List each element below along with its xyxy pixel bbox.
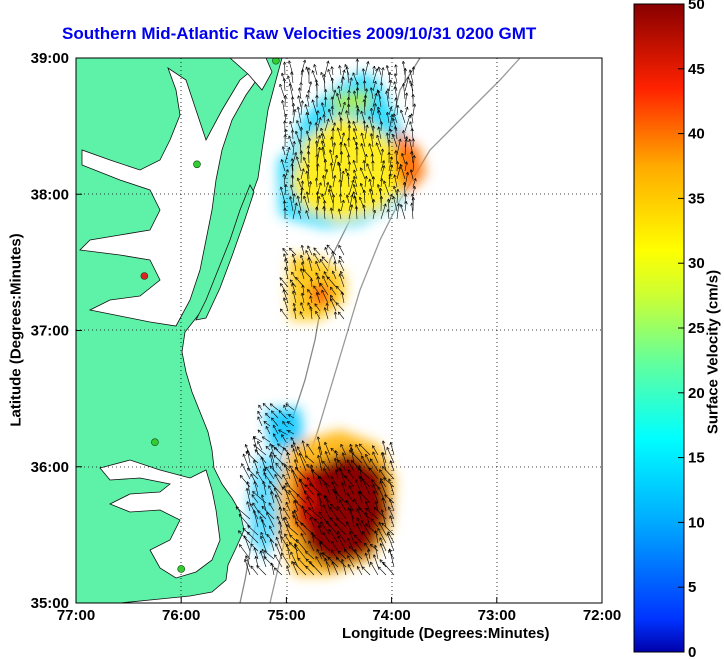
velocity-arrows [235,58,417,576]
x-axis: 77:00 76:00 75:00 74:00 73:00 72:00 [57,597,621,624]
colorbar-tick-label: 0 [688,644,696,659]
x-tick-label: 72:00 [583,607,621,624]
radar-station-marker [193,160,201,169]
pamlico-sound [99,459,221,579]
colorbar-tick-label: 30 [688,255,705,272]
colorbar-tick-label: 35 [688,190,705,207]
colorbar-tick-label: 20 [688,385,705,402]
colorbar-tick-label: 10 [688,514,705,531]
colorbar-tick-label: 5 [688,579,696,596]
map-title: Southern Mid-Atlantic Raw Velocities 200… [62,24,537,43]
x-tick-label: 73:00 [478,607,516,624]
radar-station-marker [272,58,280,65]
colorbar-tick-label: 15 [688,450,705,467]
y-axis-label: Latitude (Degrees:Minutes) [7,233,25,427]
colorbar-tick-label: 40 [688,126,705,143]
colorbar-axis: 0 5 10 15 20 25 30 35 40 45 50 [678,0,705,659]
eastern-shore [195,184,255,321]
colorbar [633,3,685,653]
radar-stations [140,58,280,573]
colorbar-label: Surface Velocity (cm/s) [704,269,722,435]
y-tick-label: 39:00 [31,50,69,67]
y-axis: 39:00 38:00 37:00 36:00 35:00 [31,50,82,612]
delaware-bay [229,58,273,91]
colorbar-tick-label: 25 [688,320,705,337]
colorbar-tick-label: 45 [688,61,705,78]
radar-station-marker [151,438,159,447]
map-area [76,58,602,603]
radar-station-marker [177,565,185,573]
y-tick-label: 37:00 [31,323,69,340]
y-tick-label: 38:00 [31,186,69,203]
x-tick-label: 76:00 [162,607,200,624]
x-tick-label: 74:00 [372,607,410,624]
x-tick-label: 75:00 [267,607,305,624]
x-axis-label: Longitude (Degrees:Minutes) [342,625,550,642]
map-grid [76,58,602,603]
y-tick-label: 35:00 [31,595,69,612]
radar-station-marker [140,272,149,280]
x-tick-label: 77:00 [57,607,95,624]
y-tick-label: 36:00 [31,459,69,476]
colorbar-tick-label: 50 [688,0,705,13]
